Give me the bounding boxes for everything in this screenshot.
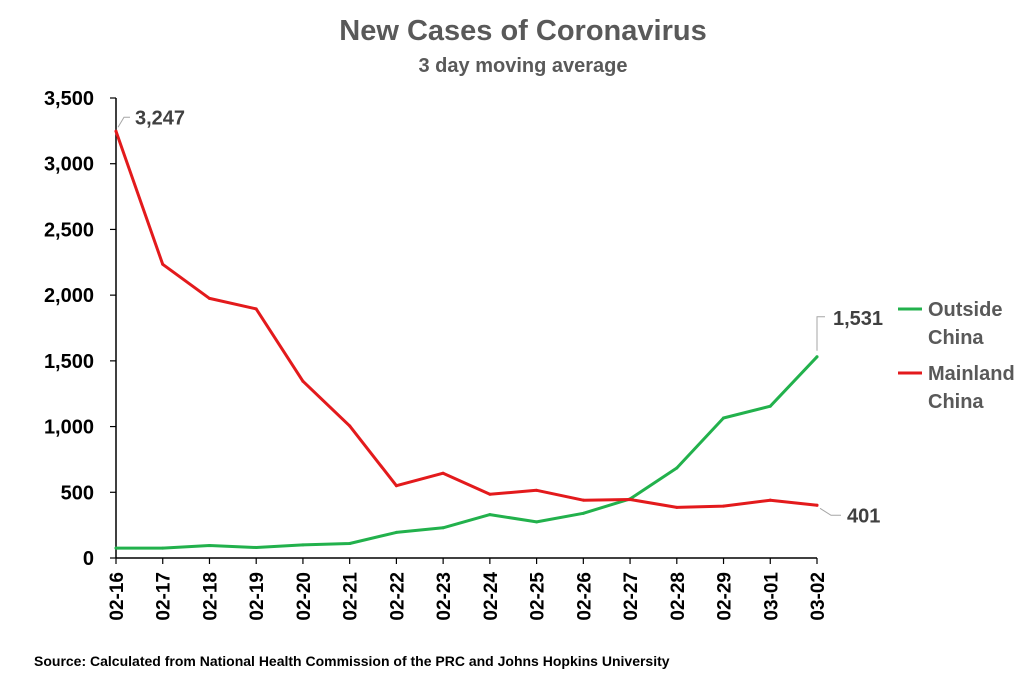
y-tick-label: 2,500	[44, 219, 94, 241]
data-point	[254, 307, 258, 311]
x-tick-label: 02-24	[481, 572, 502, 621]
data-point	[114, 129, 118, 133]
data-point	[815, 355, 819, 359]
data-point	[207, 296, 211, 300]
x-tick-label: 02-18	[200, 572, 221, 621]
legend: Outside China Mainland China	[898, 299, 1015, 413]
x-axis: 02-16 02-17 02-18 02-19 02-20 02-21 02-22 02-23…	[107, 557, 829, 621]
data-labels: 3,247 1,531 401	[117, 107, 883, 527]
x-tick-label: 02-28	[668, 572, 689, 621]
legend-label: China	[928, 327, 984, 349]
data-point	[722, 416, 726, 420]
y-tick-label: 0	[83, 548, 94, 570]
x-tick-label: 02-21	[341, 572, 362, 621]
chart-title: New Cases of Coronavirus	[339, 15, 706, 47]
x-tick-label: 02-23	[434, 572, 455, 621]
x-tick-label: 02-20	[294, 572, 315, 621]
series-layer	[114, 129, 819, 550]
x-tick-label: 02-17	[154, 572, 175, 621]
data-point	[161, 546, 165, 550]
data-point	[581, 498, 585, 502]
leader-line	[117, 116, 130, 128]
data-point	[535, 520, 539, 524]
x-tick-label: 02-27	[621, 572, 642, 621]
data-point	[768, 498, 772, 502]
legend-label: Mainland	[928, 363, 1015, 385]
y-tick-label: 3,500	[44, 88, 94, 110]
leader-line	[816, 316, 825, 351]
x-tick-label: 02-25	[528, 572, 549, 621]
data-point	[815, 503, 819, 507]
y-axis: 0 500 1,000 1,500 2,000 2,500 3,000 3,500	[44, 88, 117, 570]
data-point	[441, 471, 445, 475]
x-tick-label: 03-01	[761, 572, 782, 621]
data-point	[394, 530, 398, 534]
data-point	[301, 543, 305, 547]
data-point	[675, 466, 679, 470]
data-point	[348, 424, 352, 428]
data-label-outside-end: 1,531	[833, 308, 883, 330]
data-point	[628, 498, 632, 502]
data-point	[207, 544, 211, 548]
data-point	[441, 526, 445, 530]
data-point	[535, 488, 539, 492]
leader-line	[819, 507, 841, 516]
data-label-mainland-end: 401	[847, 505, 880, 527]
data-point	[581, 511, 585, 515]
data-point	[722, 504, 726, 508]
x-tick-label: 02-26	[574, 572, 595, 621]
y-tick-label: 3,000	[44, 154, 94, 176]
data-point	[348, 542, 352, 546]
y-tick-label: 500	[61, 482, 94, 504]
y-tick-label: 2,000	[44, 285, 94, 307]
y-tick-label: 1,000	[44, 417, 94, 439]
source-note: Source: Calculated from National Health …	[34, 653, 670, 669]
data-point	[488, 492, 492, 496]
chart-subtitle: 3 day moving average	[419, 55, 628, 77]
legend-label: Outside	[928, 299, 1002, 321]
data-point	[114, 546, 118, 550]
data-point	[768, 404, 772, 408]
series-line-mainland-china	[114, 129, 819, 509]
data-point	[161, 262, 165, 266]
data-point	[301, 379, 305, 383]
data-point	[394, 484, 398, 488]
x-tick-label: 02-16	[107, 572, 128, 621]
x-tick-label: 02-19	[247, 572, 268, 621]
x-tick-label: 02-29	[715, 572, 736, 621]
data-point	[488, 513, 492, 517]
data-point	[675, 505, 679, 509]
x-tick-label: 02-22	[387, 572, 408, 621]
y-tick-label: 1,500	[44, 351, 94, 373]
data-point	[254, 545, 258, 549]
legend-label: China	[928, 391, 984, 413]
data-label-mainland-start: 3,247	[135, 107, 185, 129]
series-line-outside-china	[114, 355, 819, 550]
x-tick-label: 03-02	[808, 572, 829, 621]
